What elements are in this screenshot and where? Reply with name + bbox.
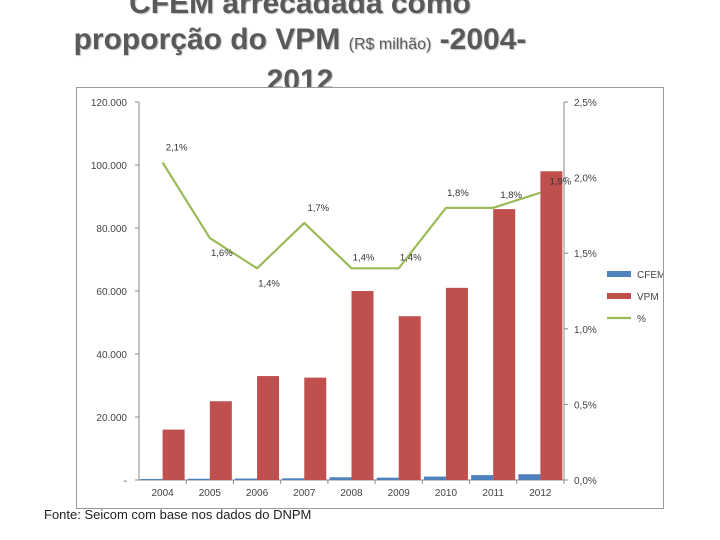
bar-vpm: [540, 171, 563, 481]
bar-vpm: [398, 316, 421, 480]
bar-cfem: [471, 475, 494, 480]
combo-chart: - 20.000 40.000 60.000 80.000 100.000 120.000 0…: [91, 98, 663, 499]
legend-label: CFEM: [637, 270, 663, 281]
right-axis-tick-label: 0,5%: [574, 400, 597, 411]
legend-label: VPM: [637, 292, 659, 303]
bar-vpm: [493, 209, 516, 480]
line-data-label: 1,6%: [211, 248, 233, 259]
title-line-2-years: -2004-: [439, 23, 527, 56]
line-data-label: 1,8%: [447, 188, 469, 199]
x-axis-tick-label: 2012: [529, 488, 552, 499]
right-axis-tick-label: 2,0%: [574, 174, 597, 185]
left-axis-tick-label: 120.000: [91, 98, 128, 109]
legend-swatch-cfem: [607, 271, 631, 277]
slide-title: CFEM arrecadada como proporção do VPM (R…: [0, 0, 600, 99]
x-axis-tick-label: 2006: [246, 488, 269, 499]
line-data-label: 1,4%: [258, 278, 280, 289]
right-axis-tick-label: 1,5%: [574, 249, 597, 260]
line-data-label: 2,1%: [166, 142, 188, 153]
bar-cfem: [518, 474, 541, 480]
bar-cfem: [187, 478, 210, 480]
legend-swatch-vpm: [607, 293, 631, 299]
bar-cfem: [282, 478, 305, 480]
line-data-label: 1,8%: [500, 190, 522, 201]
x-axis-tick-label: 2005: [199, 488, 222, 499]
bar-cfem: [140, 478, 163, 480]
left-axis-tick-label: 80.000: [96, 224, 127, 235]
left-axis-tick-label: 60.000: [96, 287, 127, 298]
right-axis-tick-label: 2,5%: [574, 98, 597, 109]
left-axis-tick-label: 100.000: [91, 161, 128, 172]
line-data-label: 1,4%: [400, 252, 422, 263]
source-footnote: Fonte: Seicom com base nos dados do DNPM: [44, 507, 312, 522]
bar-vpm: [257, 376, 280, 480]
line-data-label: 1,9%: [550, 177, 572, 188]
bar-vpm: [209, 401, 232, 480]
bar-vpm: [304, 377, 327, 480]
x-axis-tick-label: 2004: [151, 488, 174, 499]
line-data-label: 1,4%: [353, 252, 375, 263]
line-data-label: 1,7%: [307, 203, 329, 214]
right-axis-tick-label: 1,0%: [574, 325, 597, 336]
chart-frame: - 20.000 40.000 60.000 80.000 100.000 120.000 0…: [76, 87, 664, 509]
x-axis-tick-label: 2011: [482, 488, 504, 499]
title-line-2: proporção do VPM (R$ milhão) -2004-: [0, 22, 600, 63]
left-axis-tick-label: -: [124, 476, 127, 487]
line-percent: [161, 161, 541, 270]
bar-cfem: [329, 477, 352, 480]
left-axis-tick-label: 20.000: [96, 413, 127, 424]
bar-vpm: [351, 291, 374, 480]
x-axis-tick-label: 2010: [435, 488, 458, 499]
title-line-2-main: proporção do VPM: [73, 23, 341, 56]
bar-cfem: [376, 477, 399, 480]
bar-vpm: [445, 287, 468, 480]
right-axis-tick-label: 0,0%: [574, 476, 597, 487]
bar-cfem: [423, 476, 446, 480]
left-axis-tick-label: 40.000: [96, 350, 127, 361]
title-line-1: CFEM arrecadada como: [129, 0, 471, 20]
x-axis-tick-label: 2008: [340, 488, 363, 499]
x-axis-tick-label: 2009: [388, 488, 411, 499]
legend-label: %: [637, 314, 646, 325]
bar-cfem: [235, 478, 258, 480]
bar-vpm: [162, 429, 185, 480]
title-line-2-units: (R$ milhão): [348, 36, 432, 53]
x-axis-tick-label: 2007: [293, 488, 316, 499]
